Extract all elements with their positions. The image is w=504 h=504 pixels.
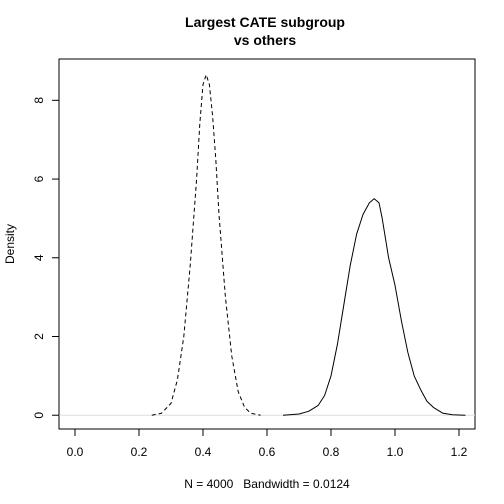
x-tick-label: 1.0 bbox=[387, 445, 404, 459]
x-axis: 0.0 0.2 0.4 0.6 0.8 1.0 1.2 bbox=[67, 428, 468, 459]
series-layer bbox=[151, 74, 466, 416]
x-tick-label: 0.0 bbox=[67, 445, 84, 459]
plot-frame bbox=[58, 58, 476, 430]
y-tick-label: 8 bbox=[32, 97, 46, 104]
y-tick-label: 6 bbox=[32, 175, 46, 182]
chart-title-line-2: vs others bbox=[234, 32, 296, 48]
x-tick-label: 1.2 bbox=[451, 445, 468, 459]
x-tick-label: 0.6 bbox=[259, 445, 276, 459]
x-tick-label: 0.2 bbox=[131, 445, 148, 459]
y-tick-label: 0 bbox=[32, 412, 46, 419]
y-axis-label: Density bbox=[3, 224, 17, 264]
y-tick-label: 2 bbox=[32, 333, 46, 340]
x-tick-label: 0.4 bbox=[195, 445, 212, 459]
chart-title-line-1: Largest CATE subgroup bbox=[185, 14, 345, 30]
density-curve-solid bbox=[282, 198, 466, 416]
y-axis: 0 2 4 6 8 bbox=[32, 97, 60, 419]
density-curve-dashed bbox=[151, 74, 261, 416]
y-tick-label: 4 bbox=[32, 254, 46, 261]
x-tick-label: 0.8 bbox=[323, 445, 340, 459]
x-axis-label: N = 4000 Bandwidth = 0.0124 bbox=[184, 477, 350, 491]
